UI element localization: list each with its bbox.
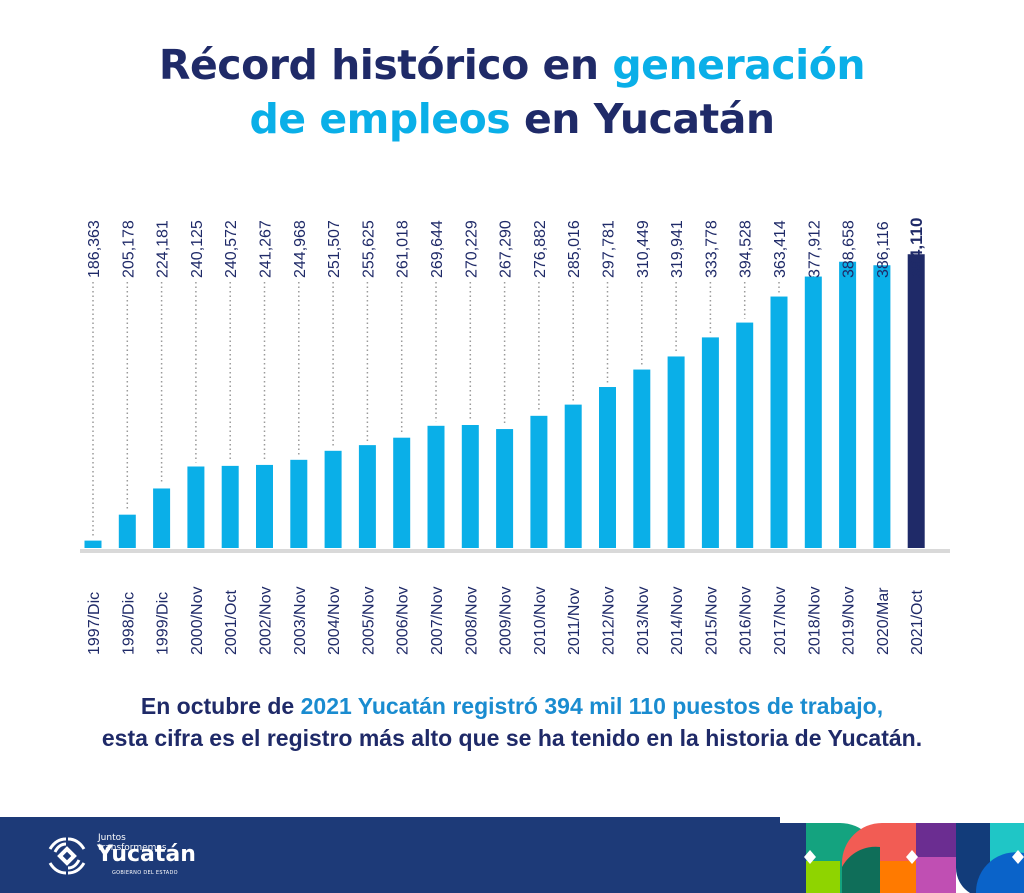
bar xyxy=(461,424,479,548)
bar xyxy=(873,265,891,548)
description-line-1: En octubre de 2021 Yucatán registró 394 … xyxy=(0,690,1024,722)
bar xyxy=(358,445,376,548)
page-title: Récord histórico en generación de empleo… xyxy=(0,38,1024,146)
category-label: 2000/Nov xyxy=(189,587,206,656)
bar xyxy=(153,488,171,548)
category-label: 2019/Nov xyxy=(841,587,858,656)
category-label: 2007/Nov xyxy=(429,587,446,656)
category-label: 2005/Nov xyxy=(360,587,377,656)
title-text: en Yucatán xyxy=(510,95,775,143)
description: En octubre de 2021 Yucatán registró 394 … xyxy=(0,690,1024,754)
data-label: 255,625 xyxy=(360,220,377,278)
title-accent-text: de empleos xyxy=(249,95,511,143)
logo-tagline: Juntos transformemos xyxy=(98,833,167,853)
category-label: 2003/Nov xyxy=(292,587,309,656)
category-label: 2011/Nov xyxy=(566,588,583,655)
bar xyxy=(667,356,685,548)
data-label: 205,178 xyxy=(120,220,137,278)
category-label: 2014/Nov xyxy=(669,587,686,656)
description-line-2: esta cifra es el registro más alto que s… xyxy=(101,725,923,751)
data-label: 241,267 xyxy=(258,220,275,278)
data-label: 267,290 xyxy=(498,220,515,278)
bar xyxy=(907,254,925,548)
bar xyxy=(599,387,616,548)
data-label: 240,125 xyxy=(189,220,206,278)
bar xyxy=(221,465,239,548)
data-label: 363,414 xyxy=(772,220,789,278)
data-label: 224,181 xyxy=(155,220,172,278)
title-line-2: de empleos en Yucatán xyxy=(0,92,1024,146)
data-label: 394,110 xyxy=(907,217,926,278)
category-label: 2006/Nov xyxy=(395,587,412,656)
data-label: 240,572 xyxy=(223,220,240,278)
data-label: 394,528 xyxy=(738,220,755,278)
category-label: 2012/Nov xyxy=(601,587,618,656)
data-label: 333,778 xyxy=(703,220,720,278)
bar xyxy=(256,464,273,548)
category-label: 2001/Oct xyxy=(223,590,240,655)
category-label: 2002/Nov xyxy=(258,587,275,656)
footer-bar: Juntos transformemos Yucatán GOBIERNO DE… xyxy=(0,817,1024,893)
category-label: 2021/Oct xyxy=(909,590,926,655)
bar xyxy=(496,429,514,548)
data-label: 261,018 xyxy=(395,220,412,278)
category-label: 2020/Mar xyxy=(875,587,892,655)
title-text: Récord histórico en xyxy=(158,41,613,89)
logo-name: Yucatán xyxy=(97,842,196,867)
category-label: 1997/Dic xyxy=(86,592,103,655)
category-label: 2004/Nov xyxy=(326,587,343,656)
title-line-1: Récord histórico en generación xyxy=(0,38,1024,92)
bar xyxy=(187,466,205,548)
data-label: 244,968 xyxy=(292,220,309,278)
data-label: 276,882 xyxy=(532,220,549,278)
data-label: 297,781 xyxy=(601,220,618,278)
data-label: 377,912 xyxy=(806,220,823,278)
bar xyxy=(839,261,857,548)
category-label: 1999/Dic xyxy=(155,592,172,655)
bar xyxy=(804,276,822,548)
category-label: 1998/Dic xyxy=(120,592,137,655)
data-label: 319,941 xyxy=(669,220,686,278)
category-label: 2010/Nov xyxy=(532,587,549,656)
bar xyxy=(530,415,548,548)
data-label: 310,449 xyxy=(635,220,652,278)
data-label: 285,016 xyxy=(566,220,583,278)
title-accent-text: generación xyxy=(612,41,866,89)
bar xyxy=(564,404,582,548)
bar xyxy=(118,514,136,548)
bar xyxy=(427,425,445,548)
bar xyxy=(770,296,788,548)
category-label: 2016/Nov xyxy=(738,587,755,656)
data-label: 388,658 xyxy=(841,220,858,278)
bar-chart: 186,363 1997/Dic 205,178 1998/Dic 224,181 199… xyxy=(80,217,950,656)
bar xyxy=(701,337,719,548)
bar xyxy=(736,322,754,548)
logo-subtitle: GOBIERNO DEL ESTADO xyxy=(112,870,178,876)
data-label: 186,363 xyxy=(86,220,103,278)
government-logo: Juntos transformemos Yucatán GOBIERNO DE… xyxy=(46,833,196,879)
category-label: 2008/Nov xyxy=(463,587,480,656)
category-label: 2015/Nov xyxy=(703,587,720,656)
data-label: 251,507 xyxy=(326,220,343,278)
bar xyxy=(290,459,308,548)
bar xyxy=(633,369,651,548)
category-label: 2018/Nov xyxy=(806,587,823,656)
data-label: 270,229 xyxy=(463,220,480,278)
category-label: 2013/Nov xyxy=(635,587,652,656)
data-label: 386,116 xyxy=(875,221,892,278)
category-label: 2009/Nov xyxy=(498,587,515,656)
data-label: 269,644 xyxy=(429,220,446,278)
description-highlight: 2021 Yucatán registró 394 mil 110 puesto… xyxy=(300,693,884,719)
description-text: En octubre de xyxy=(140,693,301,719)
bar xyxy=(324,450,342,548)
x-axis-line xyxy=(80,549,950,553)
yucatan-emblem-icon xyxy=(48,837,86,875)
decorative-pattern xyxy=(780,817,1024,893)
bar xyxy=(84,540,102,548)
category-label: 2017/Nov xyxy=(772,587,789,656)
bar xyxy=(393,437,411,548)
